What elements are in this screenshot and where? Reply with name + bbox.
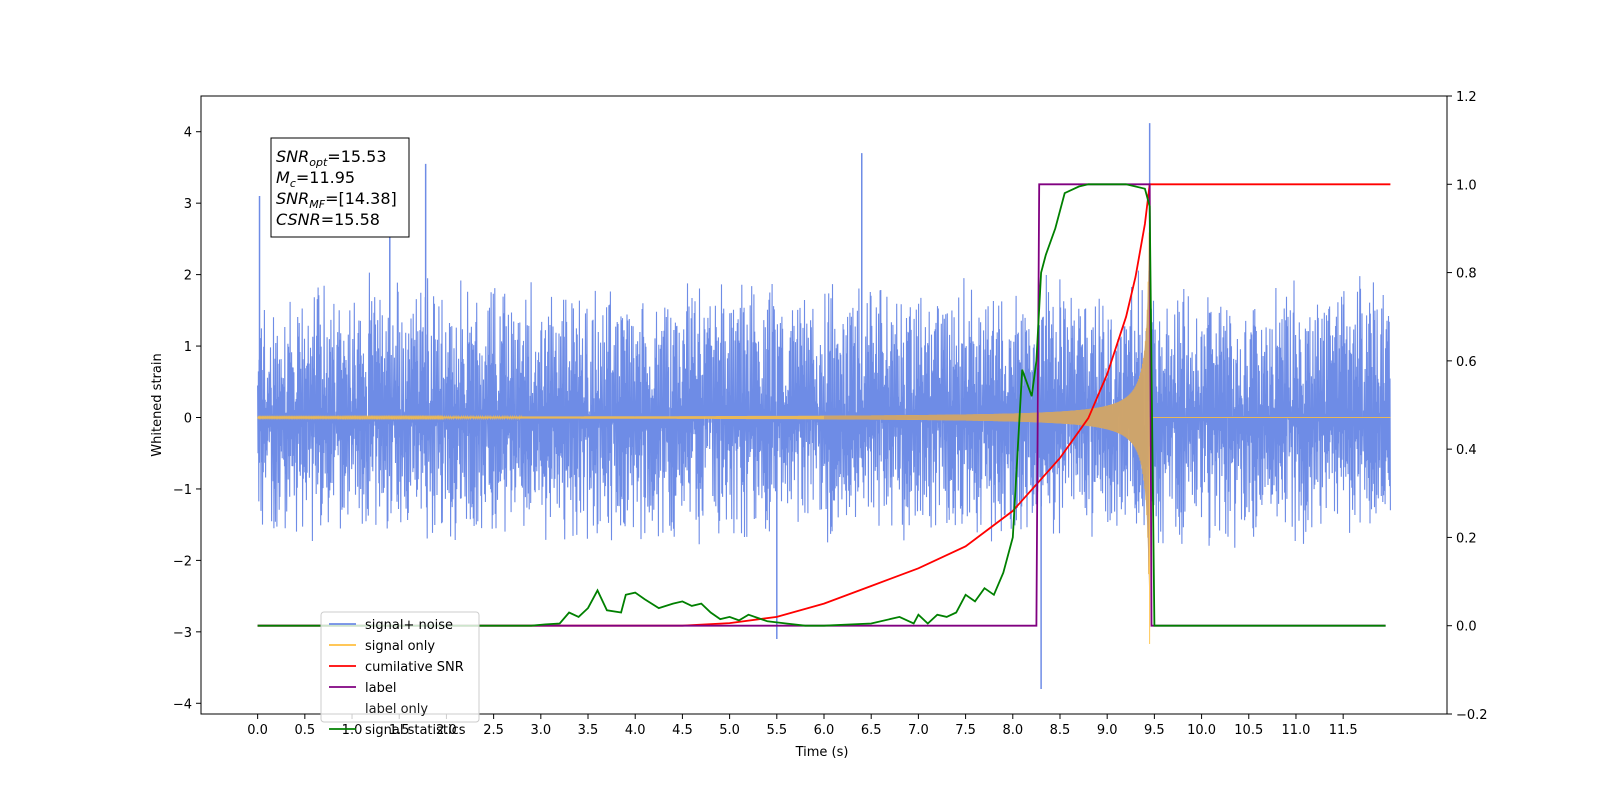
y2-tick-label: 1.2 [1456,90,1477,105]
x-tick-label: 11.5 [1329,723,1358,738]
x-tick-label: 8.0 [1002,723,1023,738]
x-tick-label: 4.0 [625,723,646,738]
x-tick-label: 9.5 [1144,723,1165,738]
y2-tick-label: 0.6 [1456,355,1477,370]
x-tick-label: 6.5 [861,723,882,738]
x-tick-label: 1.5 [389,723,410,738]
x-tick-label: 6.0 [814,723,835,738]
annotation-line: CSNR=15.58 [276,210,380,229]
legend-label: label only [365,702,428,717]
x-tick-label: 10.0 [1187,723,1216,738]
legend-label: label [365,681,396,696]
x-tick-label: 2.5 [483,723,504,738]
x-tick-label: 5.5 [766,723,787,738]
y2-tick-label: −0.2 [1456,708,1488,723]
y-tick-label: 0 [184,412,192,427]
signal-only-envelope [824,248,1150,587]
y2-tick-label: 1.0 [1456,178,1477,193]
x-tick-label: 8.5 [1050,723,1071,738]
legend-label: signal only [365,639,435,654]
x-tick-label: 3.0 [530,723,551,738]
y-tick-label: −3 [173,626,192,641]
x-axis-title: Time (s) [795,745,849,760]
x-tick-label: 10.5 [1234,723,1263,738]
series-signal-noise [257,270,1391,548]
series-cumilative-snr [257,183,1391,627]
legend-frame [320,611,480,723]
y-tick-label: −2 [173,554,192,569]
series-label [257,183,1386,627]
annotation-line: SNRopt=15.53 [276,147,387,169]
y2-tick-label: 0.0 [1456,620,1477,635]
y-tick-label: −4 [173,697,192,712]
y-tick-label: 3 [184,197,192,212]
annotation-frame [270,137,410,238]
x-tick-label: 0.0 [247,723,268,738]
y-tick-label: 1 [184,340,192,355]
y2-tick-label: 0.8 [1456,267,1477,282]
x-tick-label: 5.0 [719,723,740,738]
legend-label: signal statistics [365,723,466,738]
annotation-line: Mc=11.95 [276,168,355,190]
x-tick-label: 4.5 [672,723,693,738]
y2-tick-label: 0.2 [1456,531,1477,546]
annotation-line: SNRMF=[14.38] [276,189,397,211]
x-tick-label: 0.5 [294,723,315,738]
y-tick-label: −1 [173,483,192,498]
legend: signal+ noise signal only cumilative SNR la… [320,611,480,738]
x-tick-label: 9.0 [1097,723,1118,738]
x-tick-label: 7.0 [908,723,929,738]
x-tick-label: 11.0 [1281,723,1310,738]
x-tick-label: 7.5 [955,723,976,738]
series-signal-statistics [257,183,1386,627]
y-axis-title: Whitened strain [150,353,165,456]
legend-label: cumilative SNR [365,660,464,675]
y-tick-label: 4 [184,126,192,141]
x-tick-label: 1.0 [342,723,363,738]
x-tick-label: 3.5 [578,723,599,738]
x-tick-label: 2.0 [436,723,457,738]
y-tick-label: 2 [184,269,192,284]
y2-tick-label: 0.4 [1456,443,1477,458]
legend-label: signal+ noise [365,618,453,633]
annotation-box: SNRopt=15.53Mc=11.95SNRMF=[14.38]CSNR=15… [270,137,410,238]
